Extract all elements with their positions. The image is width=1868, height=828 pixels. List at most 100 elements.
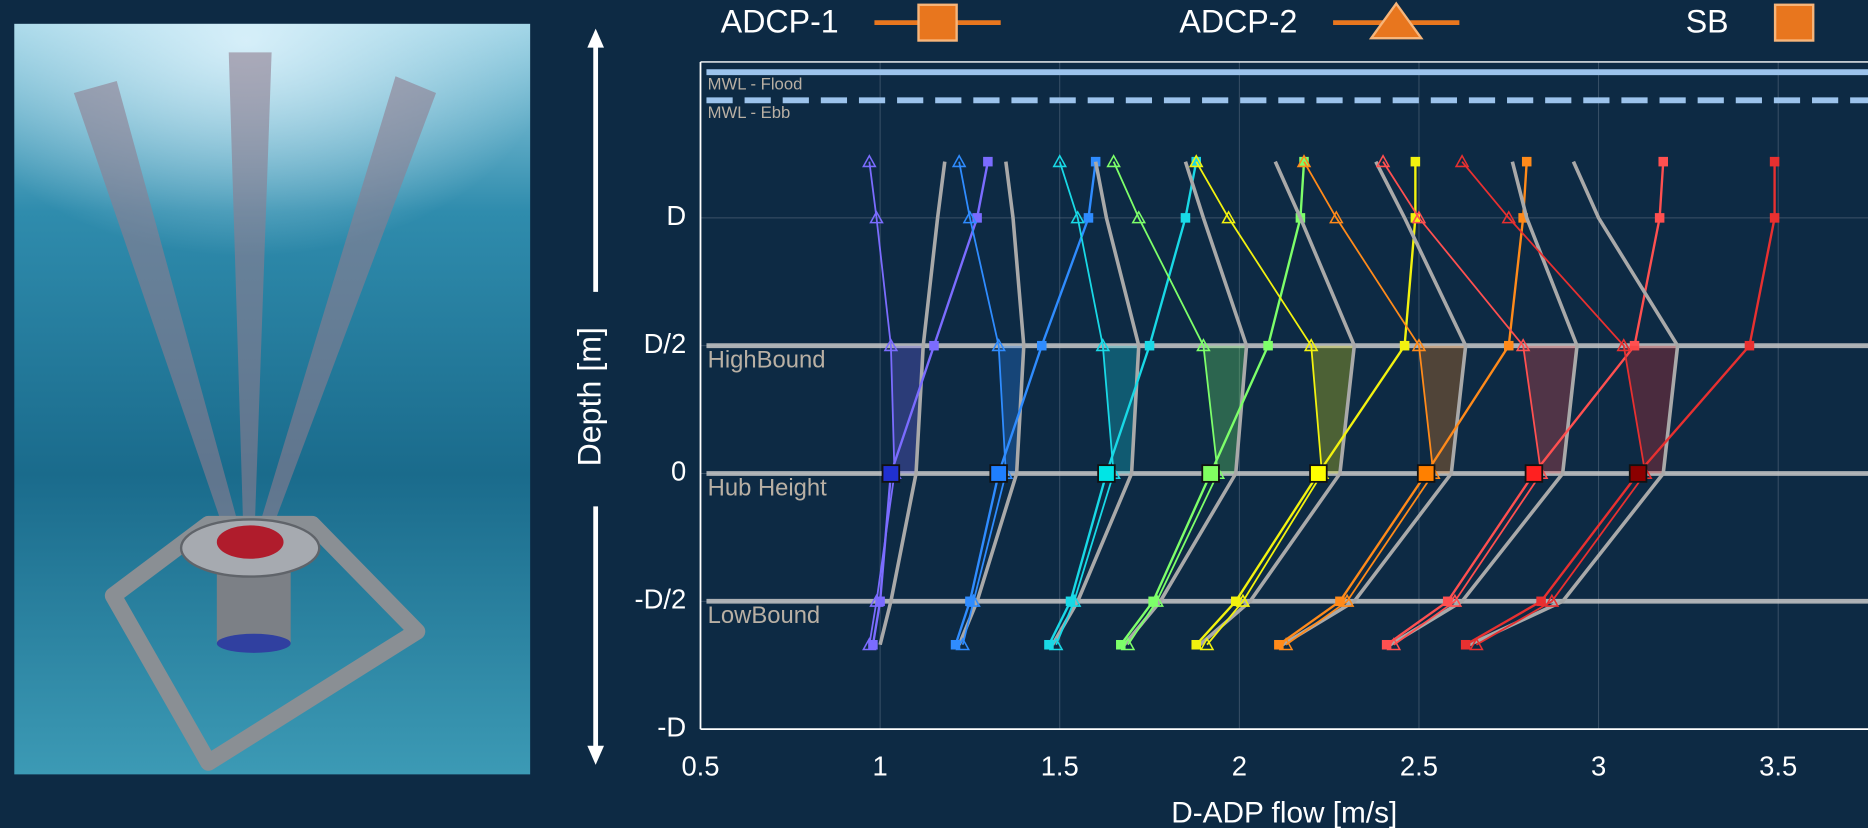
adcp2-profile: [1382, 161, 1543, 646]
adcp2-marker: [1296, 154, 1312, 168]
adcp2-marker: [1131, 210, 1147, 224]
x-tick-label: 0.5: [681, 751, 719, 782]
hub-marker: [881, 464, 901, 483]
adcp1-profile: [1119, 161, 1306, 646]
adcp2-marker: [1221, 210, 1236, 224]
adcp1-marker: [1180, 213, 1191, 223]
adcp2-marker: [1303, 338, 1319, 352]
x-tick-label: 1: [872, 751, 887, 782]
x-tick-label: 1.5: [1041, 751, 1079, 782]
sb-profile: [1198, 160, 1357, 647]
adcp1-marker: [1410, 156, 1421, 167]
adcp1-marker: [983, 156, 993, 167]
adcp1-marker: [1654, 213, 1665, 223]
hub-marker: [1524, 464, 1544, 483]
adcp1-marker: [950, 639, 961, 650]
x-tick-label: 3.5: [1759, 751, 1797, 782]
hub-marker: [1309, 464, 1328, 483]
adcp2-profile: [1285, 161, 1435, 646]
adcp2-marker: [1106, 154, 1121, 168]
adcp1-marker: [1536, 596, 1546, 607]
illustration: [14, 23, 531, 775]
y-axis-label: Depth [m]: [572, 327, 608, 466]
adcp1-profile: [1195, 161, 1417, 646]
adcp1-marker: [965, 596, 975, 607]
adcp1-marker: [1335, 596, 1345, 607]
adcp2-marker: [1544, 593, 1560, 607]
adcp2-marker: [1616, 338, 1631, 352]
adcp2-profile: [1461, 161, 1647, 646]
adcp1-marker: [1442, 596, 1453, 607]
x-tick-label: 2: [1232, 751, 1247, 782]
adcp2-profile: [1055, 161, 1115, 646]
adcp2-marker: [1515, 338, 1531, 352]
reference-label: Hub Height: [708, 474, 828, 501]
sb-profile: [1389, 161, 1579, 647]
adcp1-marker: [1744, 340, 1755, 351]
adcp2-marker: [883, 338, 899, 352]
adcp2-marker: [951, 154, 967, 168]
transducers: [216, 525, 284, 559]
legend-label: SB: [1686, 3, 1729, 39]
reference-label: MWL - Ebb: [708, 103, 791, 122]
adcp1-marker: [868, 639, 878, 650]
adcp2-profile: [958, 161, 1007, 645]
sb-profile: [878, 161, 947, 646]
adcp2-marker: [869, 210, 884, 224]
legend-marker: [917, 3, 958, 42]
adcp1-marker: [1399, 340, 1410, 351]
adcp2-marker: [1329, 210, 1344, 224]
adcp1-marker: [1230, 596, 1241, 607]
adcp1-marker: [1116, 639, 1126, 650]
adcp1-marker: [1148, 596, 1158, 607]
y-tick-label: 0: [671, 456, 686, 487]
adcp1-profile: [954, 161, 1097, 646]
reference-label: HighBound: [708, 346, 826, 373]
shaded-region: [1311, 345, 1355, 474]
adcp2-marker: [1095, 338, 1111, 352]
shaded-region: [890, 345, 924, 474]
y-tick-label: -D/2: [634, 584, 686, 615]
adcp2-marker: [1375, 154, 1391, 168]
y-tick-label: D/2: [644, 328, 687, 359]
adcp2-marker: [1199, 637, 1215, 651]
adcp1-marker: [1065, 596, 1076, 607]
adcp2-marker: [991, 338, 1006, 352]
hub-marker: [1097, 464, 1116, 483]
adcp1-marker: [1769, 213, 1780, 223]
x-tick-label: 3: [1591, 751, 1606, 782]
device-ring: [216, 633, 291, 653]
reference-label: LowBound: [708, 602, 821, 629]
adcp2-marker: [1454, 154, 1470, 168]
adcp1-marker: [1274, 639, 1284, 650]
sb-profile: [1050, 161, 1141, 646]
x-axis-label: D-ADP flow [m/s]: [1171, 797, 1397, 828]
legend-label: ADCP-1: [721, 3, 839, 39]
arrow-head: [587, 28, 605, 48]
adcp1-marker: [1521, 156, 1532, 167]
hub-marker: [989, 464, 1008, 483]
adcp1-profile: [1047, 161, 1198, 646]
sb-profile: [1123, 161, 1249, 646]
adcp2-marker: [1469, 637, 1484, 651]
adcp1-marker: [1504, 340, 1514, 351]
adcp1-profile: [1385, 161, 1665, 646]
adcp1-marker: [1144, 340, 1155, 351]
adcp1-marker: [875, 596, 885, 607]
adcp1-marker: [1769, 156, 1780, 167]
beam: [259, 76, 437, 531]
adcp2-marker: [1196, 338, 1211, 352]
adcp1-profile: [1465, 161, 1776, 646]
adcp2-profile: [1112, 161, 1219, 646]
adcp1-marker: [1658, 156, 1669, 167]
beam: [228, 52, 272, 522]
adcp1-marker: [1191, 639, 1202, 650]
shaded-region: [1203, 345, 1247, 474]
adcp2-marker: [962, 210, 978, 224]
adcp1-marker: [1083, 213, 1094, 223]
adcp2-marker: [1070, 210, 1085, 224]
y-tick-label: -D: [657, 711, 686, 742]
legend-marker: [1773, 3, 1815, 42]
